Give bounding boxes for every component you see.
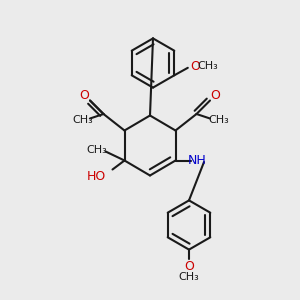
Text: CH₃: CH₃ [197,61,218,71]
Text: O: O [184,260,194,273]
Text: CH₃: CH₃ [72,115,93,125]
Text: NH: NH [188,154,206,167]
Text: O: O [211,89,220,103]
Text: O: O [190,60,200,73]
Text: HO: HO [87,170,106,184]
Text: CH₃: CH₃ [86,145,107,155]
Text: CH₃: CH₃ [178,272,200,282]
Text: O: O [80,89,89,103]
Text: CH₃: CH₃ [208,115,230,125]
